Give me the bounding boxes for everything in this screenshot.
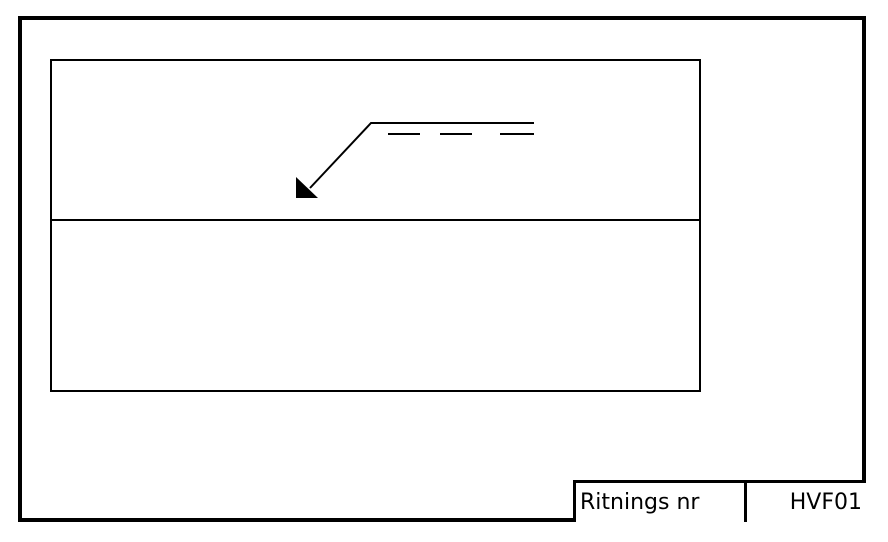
drawing-sheet: [18, 16, 866, 522]
drawing-number-value: HVF01: [789, 490, 862, 515]
leader-arrow-icon: [296, 122, 534, 198]
title-block: Ritnings nr HVF01: [573, 480, 866, 522]
title-block-area: Ritnings nr HVF01: [18, 16, 866, 522]
drawing-number-label: Ritnings nr: [576, 483, 747, 522]
lower-panel: [50, 219, 701, 392]
